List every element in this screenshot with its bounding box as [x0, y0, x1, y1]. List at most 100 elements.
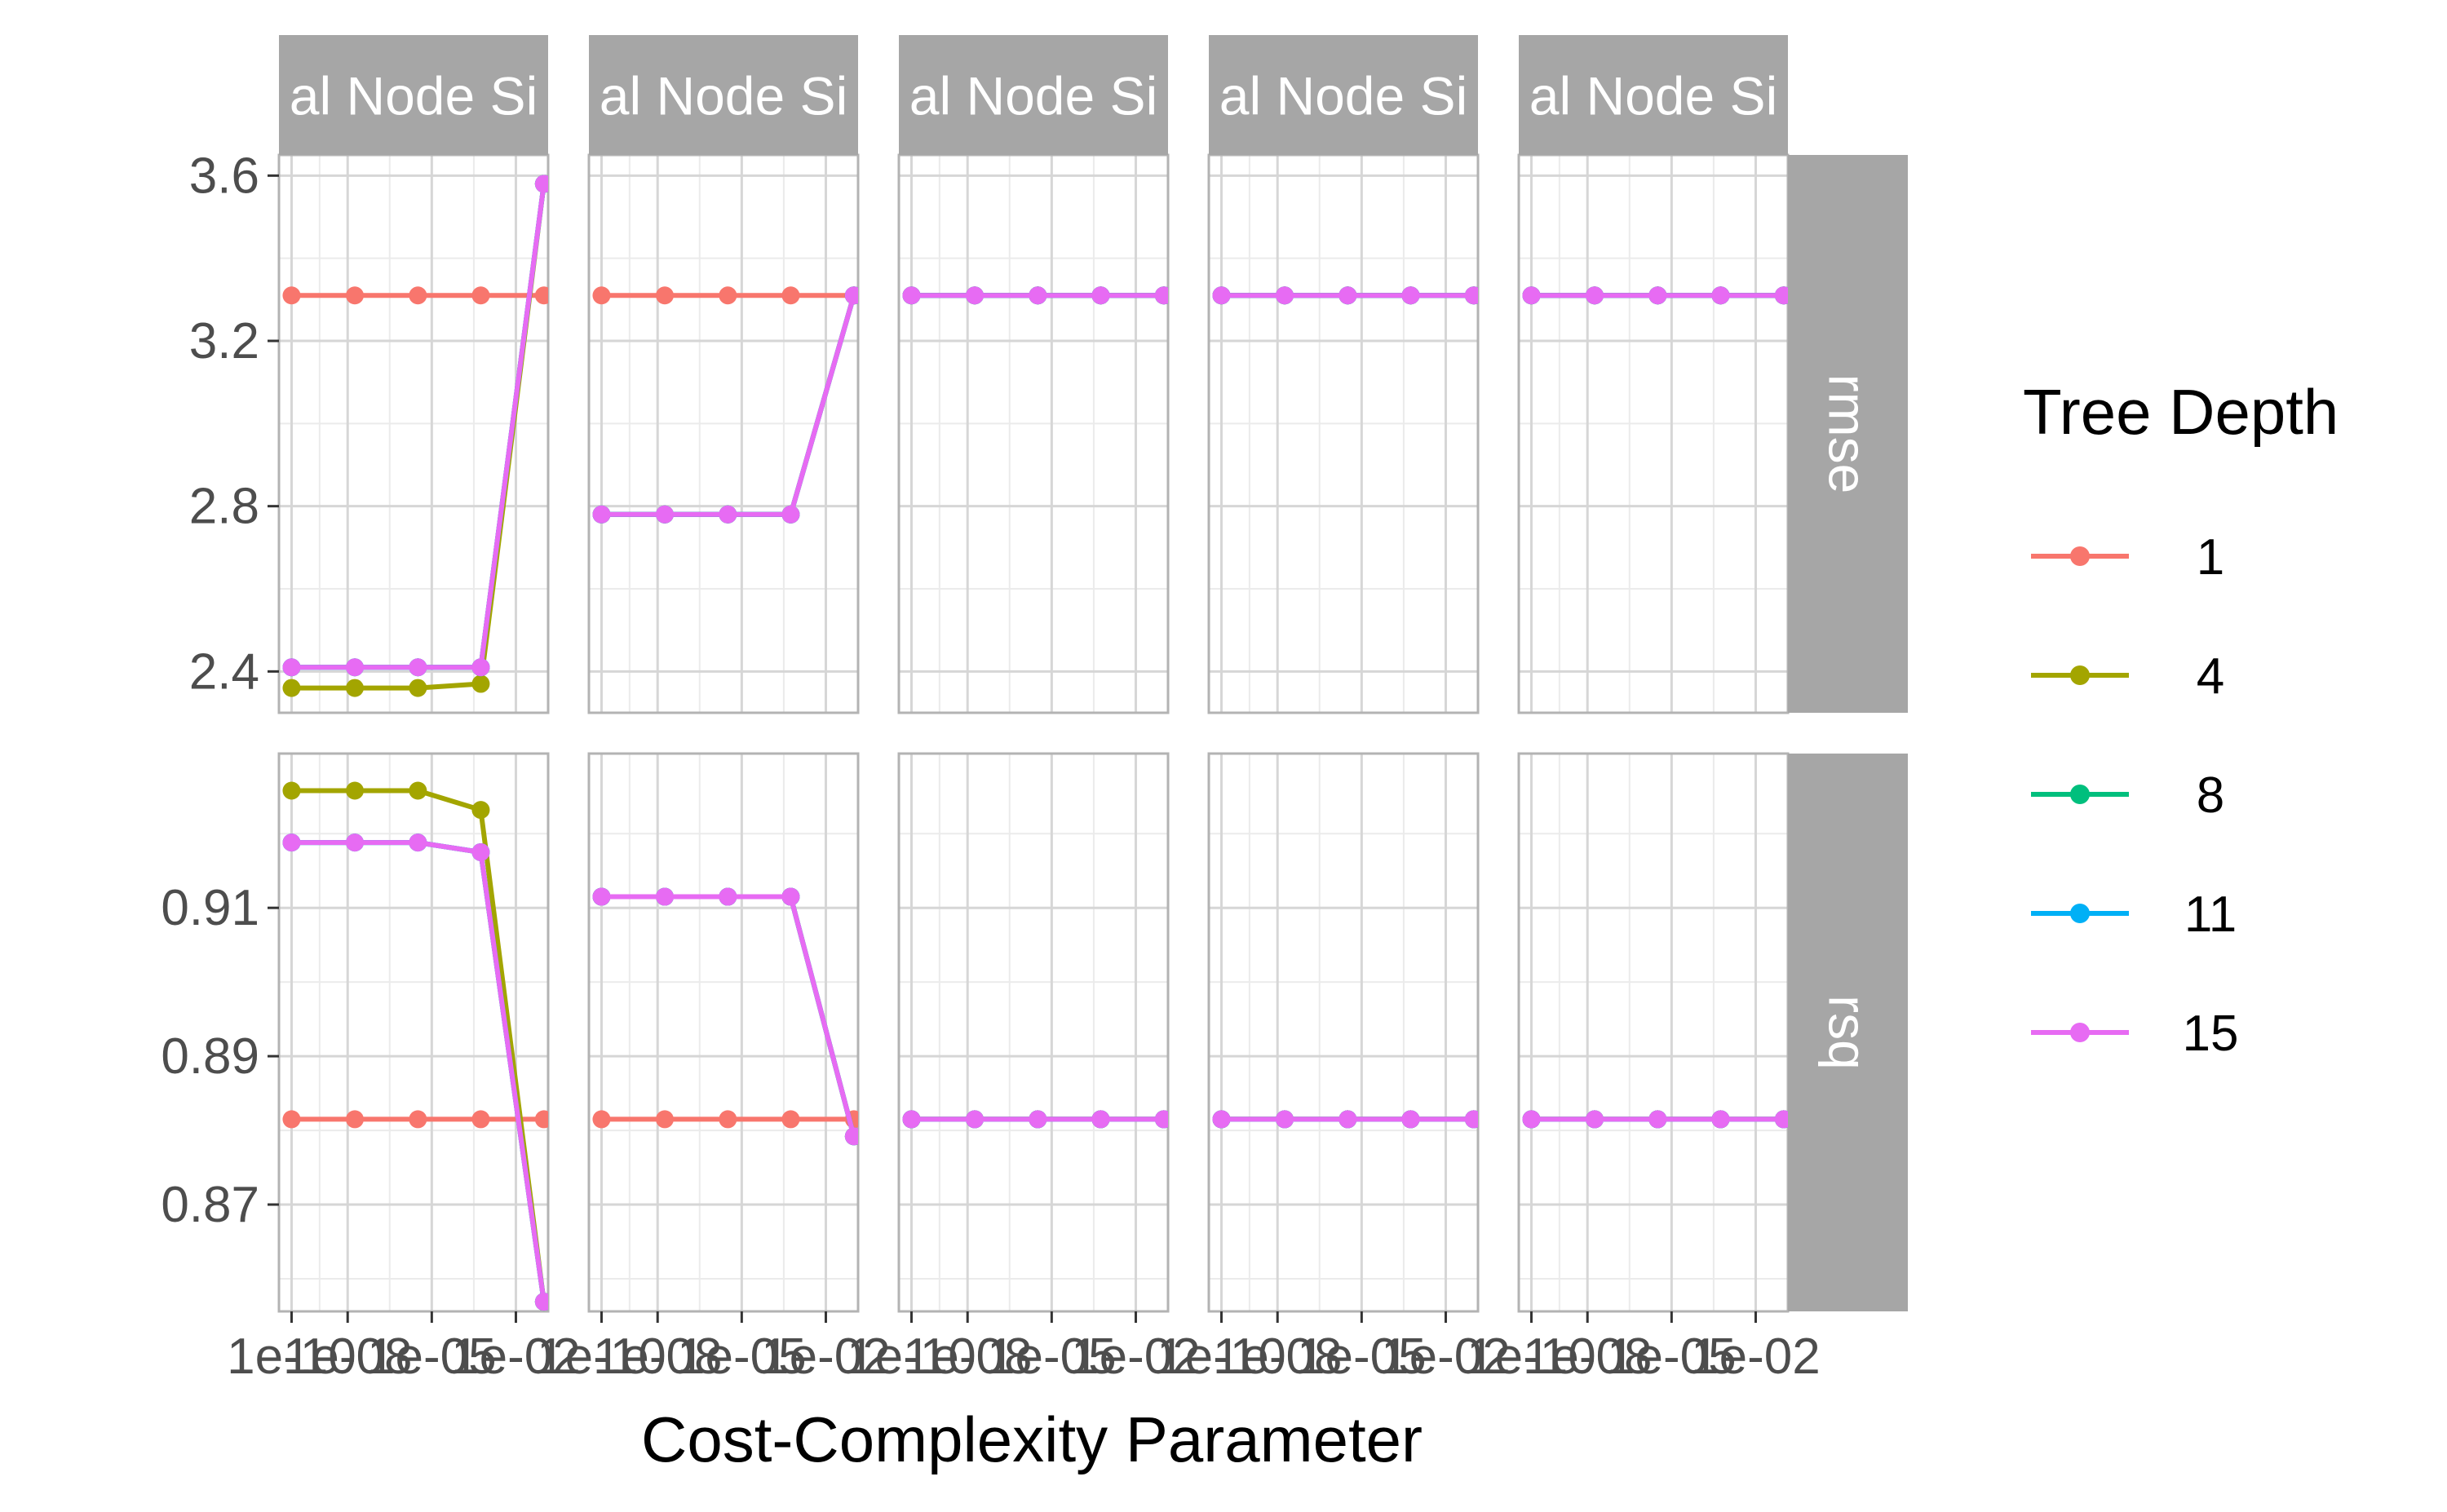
panel-border	[1207, 752, 1480, 1313]
data-point-depth-15	[1091, 1110, 1110, 1129]
data-point-depth-15	[1154, 286, 1168, 305]
y-tick-label: 2.4	[189, 643, 259, 700]
panel-rmse-3	[897, 153, 1170, 714]
x-tick-label: 1e-10	[537, 1329, 666, 1385]
data-point-depth-1	[282, 1110, 301, 1129]
data-point-depth-15	[902, 286, 921, 305]
column-strip-2: al Node Si	[589, 35, 858, 155]
data-point-depth-15	[1091, 286, 1110, 305]
data-point-depth-15	[719, 887, 737, 906]
panel-data	[902, 286, 1168, 305]
data-point-depth-1	[345, 1110, 364, 1129]
data-point-depth-15	[1029, 1110, 1047, 1129]
data-point-depth-15	[1339, 286, 1357, 305]
legend-key-point	[2070, 1023, 2090, 1042]
data-point-depth-4	[345, 679, 364, 697]
legend-key-point	[2070, 904, 2090, 923]
strip-background	[1209, 35, 1478, 155]
axes-layer: 2.42.83.23.60.870.890.911e-101e-081e-051…	[161, 148, 1820, 1385]
y-axis-rsq: 0.87 0.89 0.91	[161, 880, 279, 1233]
column-strip-label: al Node Si	[600, 66, 848, 126]
data-point-depth-15	[655, 887, 674, 906]
data-point-depth-15	[409, 658, 427, 677]
data-point-depth-15	[345, 658, 364, 677]
panel-rmse-4	[1207, 153, 1480, 714]
data-point-depth-15	[1464, 1110, 1478, 1129]
legend-title: Tree Depth	[2023, 376, 2339, 448]
panel-rsq-4	[1207, 752, 1480, 1313]
column-strip-label: al Node Si	[1219, 66, 1468, 126]
x-tick-label: 1e-08	[903, 1329, 1033, 1385]
row-strip-label: rsq	[1818, 995, 1878, 1070]
x-tick-label: 1e-08	[283, 1329, 413, 1385]
data-point-depth-4	[282, 781, 301, 800]
row-strip-rsq: rsq	[1788, 754, 1908, 1311]
y-tick-label: 0.87	[161, 1177, 259, 1233]
panel-data	[282, 781, 548, 1311]
data-point-depth-1	[719, 286, 737, 305]
strip-background	[1788, 155, 1908, 713]
y-tick-label: 2.8	[189, 479, 259, 535]
data-point-depth-4	[409, 679, 427, 697]
data-point-depth-15	[282, 833, 301, 852]
data-point-depth-15	[592, 887, 611, 906]
x-tick-label: 1e-02	[1071, 1329, 1201, 1385]
data-point-depth-4	[471, 801, 490, 820]
strip-background	[1519, 35, 1788, 155]
column-strip-label: al Node Si	[290, 66, 538, 126]
data-point-depth-15	[534, 175, 548, 193]
x-tick-label: 1e-05	[367, 1329, 497, 1385]
data-point-depth-15	[1711, 1110, 1730, 1129]
panel-data	[1522, 1110, 1788, 1129]
legend-label: 8	[2197, 767, 2224, 824]
legend-item-4: 4	[2031, 648, 2224, 705]
column-strip-label: al Node Si	[1529, 66, 1778, 126]
data-point-depth-15	[534, 1293, 548, 1311]
data-point-depth-15	[1401, 1110, 1420, 1129]
data-point-depth-15	[1522, 286, 1541, 305]
y-tick-label: 0.89	[161, 1028, 259, 1085]
legend-label: 15	[2183, 1006, 2239, 1062]
y-tick-label: 3.6	[189, 148, 259, 204]
x-tick-label: 1e-02	[1691, 1329, 1821, 1385]
data-point-depth-1	[471, 286, 490, 305]
panel-rsq-3	[897, 752, 1170, 1313]
panel-rmse-5	[1517, 153, 1790, 714]
x-tick-label: 1e-05	[1607, 1329, 1737, 1385]
y-tick-label: 0.91	[161, 880, 259, 936]
data-point-depth-1	[592, 286, 611, 305]
data-point-depth-15	[1029, 286, 1047, 305]
data-point-depth-15	[1774, 286, 1788, 305]
data-point-depth-15	[345, 833, 364, 852]
panel-border	[587, 752, 860, 1313]
y-axis-rmse: 2.4 2.8 3.2 3.6	[189, 148, 279, 700]
x-axis-title: Cost-Complexity Parameter	[641, 1404, 1423, 1475]
data-point-depth-15	[409, 833, 427, 852]
data-point-depth-4	[282, 679, 301, 697]
data-point-depth-15	[1275, 1110, 1294, 1129]
data-point-depth-15	[781, 887, 800, 906]
x-tick-label: 1e-05	[1297, 1329, 1427, 1385]
data-point-depth-1	[282, 286, 301, 305]
data-point-depth-15	[1585, 1110, 1604, 1129]
x-tick-label: 1e-02	[1381, 1329, 1511, 1385]
data-point-depth-1	[781, 286, 800, 305]
x-tick-label: 1e-10	[1157, 1329, 1286, 1385]
row-strip-rmse: rmse	[1788, 155, 1908, 713]
panel-rsq-2	[587, 752, 860, 1313]
legend-item-1: 1	[2031, 529, 2224, 586]
data-point-depth-1	[345, 286, 364, 305]
strip-background	[589, 35, 858, 155]
data-point-depth-15	[1774, 1110, 1788, 1129]
panel-border	[897, 752, 1170, 1313]
data-point-depth-15	[471, 842, 490, 861]
panel-border	[277, 752, 550, 1313]
data-point-depth-4	[345, 781, 364, 800]
x-tick-label: 1e-02	[451, 1329, 581, 1385]
data-point-depth-15	[1212, 286, 1231, 305]
column-strip-3: al Node Si	[899, 35, 1168, 155]
panel-data	[1212, 286, 1478, 305]
